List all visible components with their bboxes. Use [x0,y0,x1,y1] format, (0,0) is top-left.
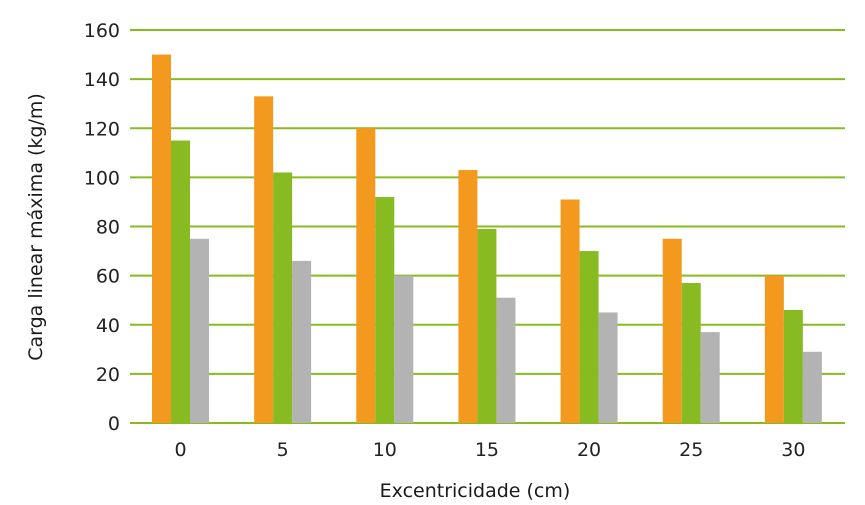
x-tick-label: 5 [277,439,289,461]
bar-series3-5 [292,260,312,423]
y-tick-labels: 0 20 40 60 80 100 120 140 160 [84,20,120,435]
bar-series3-25 [700,332,720,423]
x-tick-label: 30 [781,439,805,461]
bar-series2-5 [273,172,293,423]
x-tick-label: 15 [475,439,499,461]
bar-series1-5 [254,96,274,423]
bar-series3-20 [598,312,618,423]
y-tick-label: 40 [96,315,120,337]
gridlines [130,29,845,424]
x-tick-label: 10 [373,439,397,461]
x-axis-title: Excentricidade (cm) [380,480,571,502]
y-axis-title: Carga linear máxima (kg/m) [25,93,47,361]
bar-series3-0 [190,238,209,423]
bar-series3-15 [496,297,516,423]
bar-series3-30 [802,351,822,423]
y-tick-label: 80 [96,217,120,239]
bar-series3-10 [394,275,414,423]
bar-series1-0 [152,54,171,423]
y-tick-label: 120 [84,118,120,140]
bars [152,54,822,423]
bar-series2-25 [681,282,701,423]
bar-series2-30 [783,310,803,423]
x-tick-labels: 0 5 10 15 20 25 30 [174,439,805,461]
bar-series2-10 [375,197,395,423]
bar-series1-20 [560,199,580,423]
bar-series1-25 [662,238,682,423]
y-tick-label: 0 [108,413,120,435]
y-tick-label: 20 [96,364,120,386]
bar-series2-20 [579,251,599,423]
bar-series1-30 [764,275,784,423]
y-tick-label: 160 [84,20,120,42]
bar-series2-15 [477,228,497,423]
x-tick-label: 20 [577,439,601,461]
y-tick-label: 60 [96,266,120,288]
bar-series1-15 [458,170,478,423]
bar-series1-10 [356,128,376,423]
y-tick-label: 140 [84,69,120,91]
y-tick-label: 100 [84,167,120,189]
x-tick-label: 0 [174,439,186,461]
x-tick-label: 25 [679,439,703,461]
bar-series2-0 [171,140,190,423]
